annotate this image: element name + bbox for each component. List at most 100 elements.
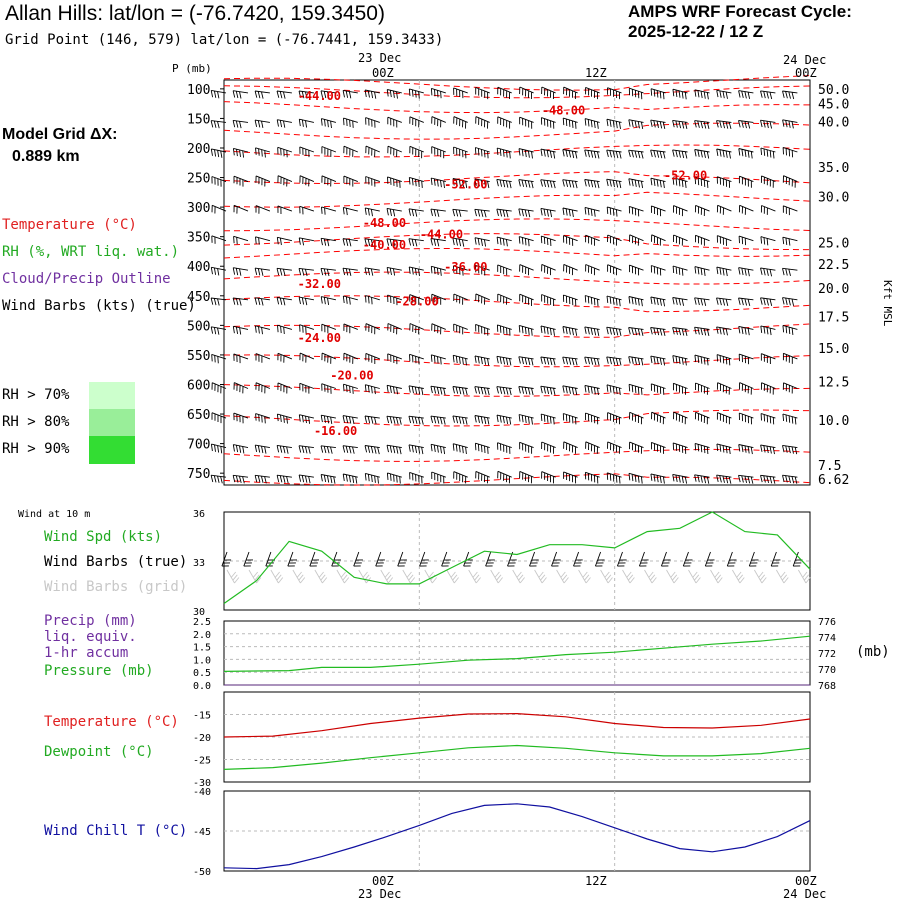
wind-barb-229 — [496, 324, 512, 336]
surface-barb-true-19 — [638, 551, 649, 567]
wind-barb-227 — [453, 323, 468, 335]
surface-barb-grid-12 — [490, 569, 503, 584]
wind-barb-220 — [299, 324, 315, 334]
wind-barb-155 — [651, 234, 666, 246]
surface-barb-grid-16 — [578, 569, 591, 584]
wind-barb-372 — [672, 473, 688, 484]
wind-barb-59 — [321, 146, 337, 158]
chill-ytick--40: -40 — [193, 787, 211, 798]
wind-barb-251 — [387, 353, 402, 365]
wind-barb-258 — [540, 356, 556, 366]
wind-barb-102 — [672, 177, 688, 188]
wind-barb-7 — [364, 89, 380, 99]
surface-barb-true-3 — [287, 551, 298, 567]
surface-barb-true-21 — [682, 551, 693, 567]
wind-barb-244 — [233, 353, 249, 364]
wind-barb-215 — [782, 297, 798, 306]
kft-label-7.5: 7.5 — [818, 459, 841, 474]
wind-barb-52 — [760, 119, 776, 129]
wind-barb-324 — [210, 443, 227, 454]
surface-barb-grid-2 — [270, 569, 284, 584]
wind-barb-86 — [321, 175, 337, 187]
wind-barb-211 — [694, 297, 710, 307]
wind-barb-43 — [562, 117, 578, 129]
wind-barb-36 — [409, 116, 424, 128]
temperature-contour-0 — [223, 75, 811, 91]
wind-barb-25 — [760, 90, 776, 100]
temperature-contour-15 — [223, 409, 811, 427]
wind-barb-284 — [518, 386, 534, 396]
wind-barb-323 — [782, 413, 798, 425]
kft-label-22.5: 22.5 — [818, 258, 849, 273]
wind-ytick-33: 33 — [193, 558, 205, 569]
legend-rh: RH (%, WRT liq. wat.) — [2, 244, 180, 260]
precip-ytick-1.5: 1.5 — [193, 643, 211, 654]
surface-barb-true-8 — [397, 551, 407, 567]
wind-barb-270 — [211, 382, 227, 394]
pressure-label-350: 350 — [187, 231, 210, 246]
precip-ytick-2: 2.0 — [193, 630, 211, 641]
wind-barb-39 — [475, 116, 490, 129]
surface-barb-true-17 — [594, 551, 605, 567]
pressure-axis-label: P (mb) — [172, 62, 212, 75]
wind-barb-206 — [584, 295, 600, 307]
wind-barb-342 — [607, 441, 622, 454]
wind-barb-335 — [452, 443, 468, 455]
wind-barb-130 — [694, 204, 710, 217]
wind-barb-199 — [431, 293, 446, 305]
wind-barb-164 — [254, 267, 270, 276]
kft-label-10.0: 10.0 — [818, 414, 849, 429]
legend-wind-barbs: Wind Barbs (kts) (true) — [2, 298, 196, 314]
wind-barb-295 — [760, 382, 776, 395]
wind-barb-370 — [628, 472, 644, 484]
legend-rh90-label: RH > 90% — [2, 441, 70, 457]
wind-ytick-36: 36 — [193, 509, 205, 520]
temperature-contour-3 — [223, 122, 811, 140]
wind-barb-209 — [650, 296, 666, 307]
top-hour-12z: 12Z — [585, 66, 607, 80]
pressure-label-200: 200 — [187, 142, 210, 157]
wind-barb-183 — [672, 265, 688, 276]
surface-barb-grid-1 — [248, 569, 262, 584]
top-hour-00z-b: 00Z — [795, 66, 817, 80]
surface-barb-grid-14 — [534, 569, 547, 584]
temperature-contour-16 — [223, 448, 811, 462]
pressure-label-550: 550 — [187, 349, 210, 364]
wind-barb-53 — [782, 119, 798, 129]
temperature-contour-9 — [223, 247, 811, 259]
wind-barb-217 — [232, 325, 249, 335]
surface-barb-true-18 — [616, 551, 627, 567]
wind-barb-354 — [276, 474, 292, 484]
wind-barb-62 — [387, 145, 402, 157]
wind-barb-11 — [453, 87, 468, 99]
wind-barb-320 — [716, 412, 732, 425]
wind-barb-314 — [585, 412, 600, 425]
wind-barb-316 — [629, 411, 644, 425]
wind-barb-222 — [343, 323, 358, 334]
wind-barb-21 — [672, 88, 688, 100]
surface-barb-true-1 — [243, 551, 254, 567]
surface-barb-grid-22 — [710, 569, 723, 584]
temperature-label-3: -52.00 — [664, 169, 707, 183]
wind-barb-123 — [540, 207, 556, 218]
wind-barb-325 — [232, 444, 249, 454]
temperature-contour-17 — [223, 473, 811, 486]
wind-barb-99 — [606, 178, 622, 189]
wind-barb-94 — [496, 178, 512, 189]
wind-barb-156 — [673, 234, 688, 246]
wind-barb-142 — [364, 238, 380, 247]
wind-barb-140 — [320, 237, 336, 247]
legend-rh90-swatch — [89, 436, 135, 464]
wind-barb-167 — [320, 267, 336, 277]
temperature-label-0: -48.00 — [542, 104, 585, 118]
temperature-label-2: -52.00 — [444, 177, 487, 191]
wind-barb-313 — [562, 413, 578, 425]
wind-barb-340 — [563, 441, 578, 454]
wind-barb-289 — [628, 383, 644, 395]
wind-barb-218 — [254, 325, 271, 335]
wind-barb-71 — [584, 149, 600, 159]
bottom-hour-00z-a: 00Z — [372, 874, 394, 888]
wind-barb-300 — [276, 413, 293, 424]
wind-barb-78 — [738, 148, 754, 159]
wind-barb-192 — [276, 297, 292, 306]
